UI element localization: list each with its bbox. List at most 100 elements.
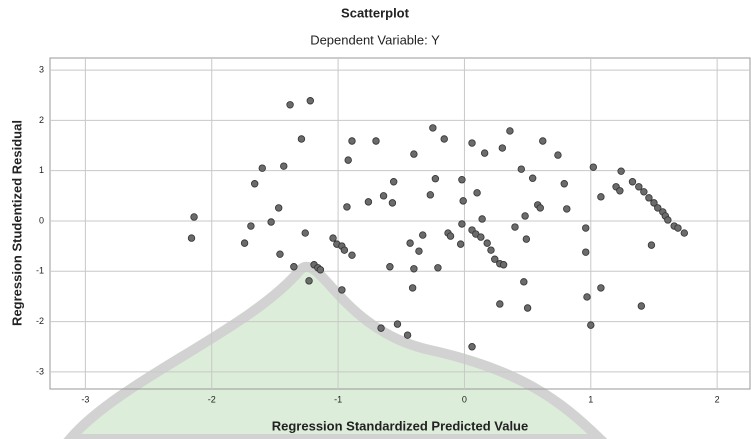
point bbox=[317, 266, 324, 273]
y-tick-label: -1 bbox=[36, 266, 44, 276]
point bbox=[259, 165, 266, 172]
point bbox=[390, 178, 397, 185]
point bbox=[469, 343, 476, 350]
point bbox=[561, 180, 568, 187]
point bbox=[524, 305, 531, 312]
point bbox=[521, 279, 528, 286]
point bbox=[474, 190, 481, 197]
point bbox=[641, 189, 648, 196]
point bbox=[378, 325, 385, 332]
chart-subtitle: Dependent Variable: Y bbox=[310, 32, 440, 47]
point bbox=[411, 265, 418, 272]
point bbox=[665, 217, 672, 224]
point bbox=[636, 183, 643, 190]
point bbox=[344, 204, 351, 211]
point bbox=[499, 145, 506, 152]
chart-title: Scatterplot bbox=[341, 5, 410, 20]
y-tick-label: -2 bbox=[36, 316, 44, 326]
point bbox=[302, 230, 309, 237]
point bbox=[191, 214, 198, 221]
point bbox=[380, 193, 387, 200]
point bbox=[345, 157, 352, 164]
point bbox=[590, 164, 597, 171]
y-tick-label: 2 bbox=[39, 115, 44, 125]
point bbox=[306, 278, 313, 285]
point bbox=[419, 232, 426, 239]
point bbox=[457, 241, 464, 248]
point bbox=[469, 140, 476, 147]
point bbox=[268, 219, 275, 226]
point bbox=[646, 195, 653, 202]
point bbox=[584, 294, 591, 301]
point bbox=[435, 264, 442, 271]
point bbox=[251, 180, 258, 187]
point bbox=[512, 224, 519, 231]
point bbox=[291, 263, 298, 270]
watermark bbox=[70, 267, 600, 439]
point bbox=[459, 221, 466, 228]
point bbox=[523, 236, 530, 243]
y-tick-label: 3 bbox=[39, 64, 44, 74]
point bbox=[349, 252, 356, 259]
x-tick-label: -1 bbox=[334, 394, 342, 404]
y-tick-label: 1 bbox=[39, 165, 44, 175]
point bbox=[681, 230, 688, 237]
point bbox=[478, 234, 485, 241]
point bbox=[598, 285, 605, 292]
point bbox=[497, 301, 504, 308]
point bbox=[409, 285, 416, 292]
point bbox=[529, 175, 536, 182]
point bbox=[582, 249, 589, 256]
point bbox=[307, 97, 314, 104]
point bbox=[341, 247, 348, 254]
point bbox=[539, 138, 546, 145]
point bbox=[648, 242, 655, 249]
point bbox=[555, 152, 562, 159]
point bbox=[241, 240, 248, 247]
point bbox=[479, 216, 486, 223]
point bbox=[507, 128, 514, 135]
point bbox=[675, 225, 682, 232]
point bbox=[411, 151, 418, 158]
x-axis-label: Regression Standardized Predicted Value bbox=[272, 418, 528, 433]
point bbox=[248, 223, 255, 230]
point bbox=[500, 261, 507, 268]
x-tick-label: 2 bbox=[715, 394, 720, 404]
y-tick-label: 0 bbox=[39, 215, 44, 225]
point bbox=[432, 175, 439, 182]
point bbox=[430, 125, 437, 132]
y-tick-label: -3 bbox=[36, 366, 44, 376]
point bbox=[365, 199, 372, 206]
point bbox=[447, 233, 454, 240]
point bbox=[522, 213, 529, 220]
point bbox=[407, 240, 414, 247]
point bbox=[287, 101, 294, 108]
point bbox=[280, 163, 287, 170]
point bbox=[484, 240, 491, 247]
point bbox=[373, 138, 380, 145]
point bbox=[587, 322, 594, 329]
x-tick-label: -2 bbox=[208, 394, 216, 404]
point bbox=[389, 200, 396, 207]
point bbox=[459, 176, 466, 183]
point bbox=[518, 166, 525, 173]
point bbox=[638, 303, 645, 310]
y-axis-label: Regression Studentized Residual bbox=[9, 120, 24, 326]
x-tick-label: 0 bbox=[462, 394, 467, 404]
point bbox=[481, 150, 488, 157]
point bbox=[349, 138, 356, 145]
point bbox=[488, 247, 495, 254]
point bbox=[275, 205, 282, 212]
point bbox=[582, 225, 589, 232]
point bbox=[563, 206, 570, 213]
point bbox=[404, 332, 411, 339]
point bbox=[629, 178, 636, 185]
point bbox=[460, 198, 467, 205]
point bbox=[618, 168, 625, 175]
x-tick-label: -3 bbox=[81, 394, 89, 404]
point bbox=[277, 251, 284, 258]
point bbox=[598, 194, 605, 201]
point bbox=[617, 188, 624, 195]
point bbox=[441, 136, 448, 143]
point bbox=[427, 192, 434, 199]
